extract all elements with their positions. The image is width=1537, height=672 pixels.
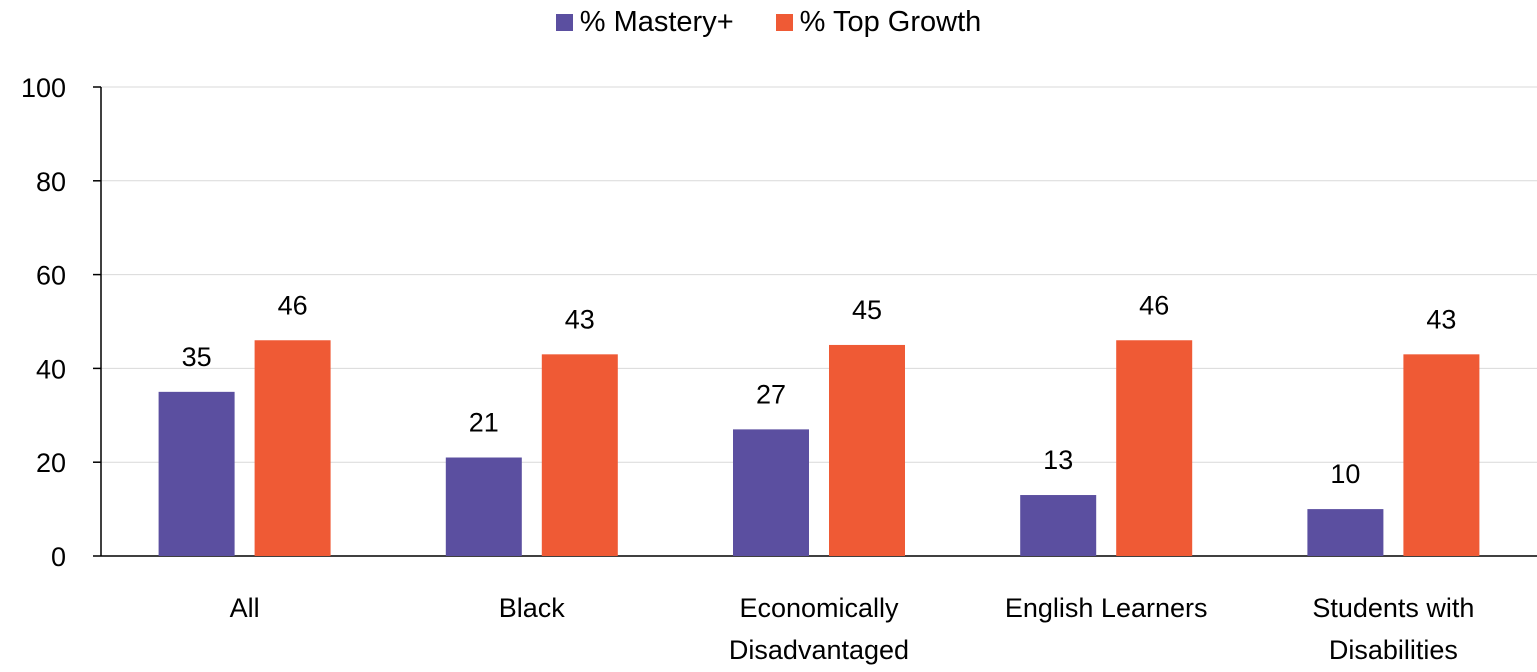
data-label: 21: [469, 408, 499, 438]
data-label: 45: [852, 295, 882, 325]
y-tick-label: 40: [36, 354, 66, 384]
data-label: 35: [182, 342, 212, 372]
bar-mastery: [1307, 509, 1384, 556]
y-tick-label: 100: [21, 73, 66, 103]
bar-top-growth: [1116, 340, 1193, 556]
x-tick-label: English Learners: [1005, 593, 1208, 623]
bar-mastery: [445, 457, 522, 556]
legend-label-mastery: % Mastery+: [579, 6, 734, 38]
data-label: 46: [278, 290, 308, 320]
legend-swatch-mastery: [555, 14, 573, 31]
data-label: 43: [1426, 304, 1456, 334]
y-tick-label: 20: [36, 448, 66, 478]
chart-legend: % Mastery+ % Top Growth: [0, 6, 1537, 39]
legend-swatch-top-growth: [775, 14, 793, 31]
bar-mastery: [1020, 495, 1097, 556]
data-label: 27: [756, 379, 786, 409]
bar-top-growth: [1403, 354, 1480, 556]
y-tick-label: 60: [36, 261, 66, 291]
legend-item-top-growth: % Top Growth: [775, 6, 982, 39]
data-label: 43: [565, 304, 595, 334]
y-tick-label: 80: [36, 167, 66, 197]
x-tick-label: Disabilities: [1329, 635, 1458, 665]
legend-item-mastery: % Mastery+: [555, 6, 734, 39]
x-tick-label: Black: [499, 593, 566, 623]
bar-top-growth: [829, 344, 905, 556]
x-tick-label: Disadvantaged: [729, 635, 909, 665]
legend-label-top-growth: % Top Growth: [799, 6, 982, 38]
bar-top-growth: [541, 354, 618, 556]
bar-top-growth: [254, 340, 331, 556]
x-tick-label: All: [230, 593, 260, 623]
y-tick-label: 0: [51, 542, 66, 572]
data-label: 10: [1330, 459, 1360, 489]
x-tick-label: Students with: [1312, 593, 1474, 623]
data-label: 46: [1139, 290, 1169, 320]
bar-mastery: [158, 391, 235, 556]
data-label: 13: [1043, 445, 1073, 475]
bar-mastery: [733, 429, 809, 556]
x-tick-label: Economically: [739, 593, 899, 623]
